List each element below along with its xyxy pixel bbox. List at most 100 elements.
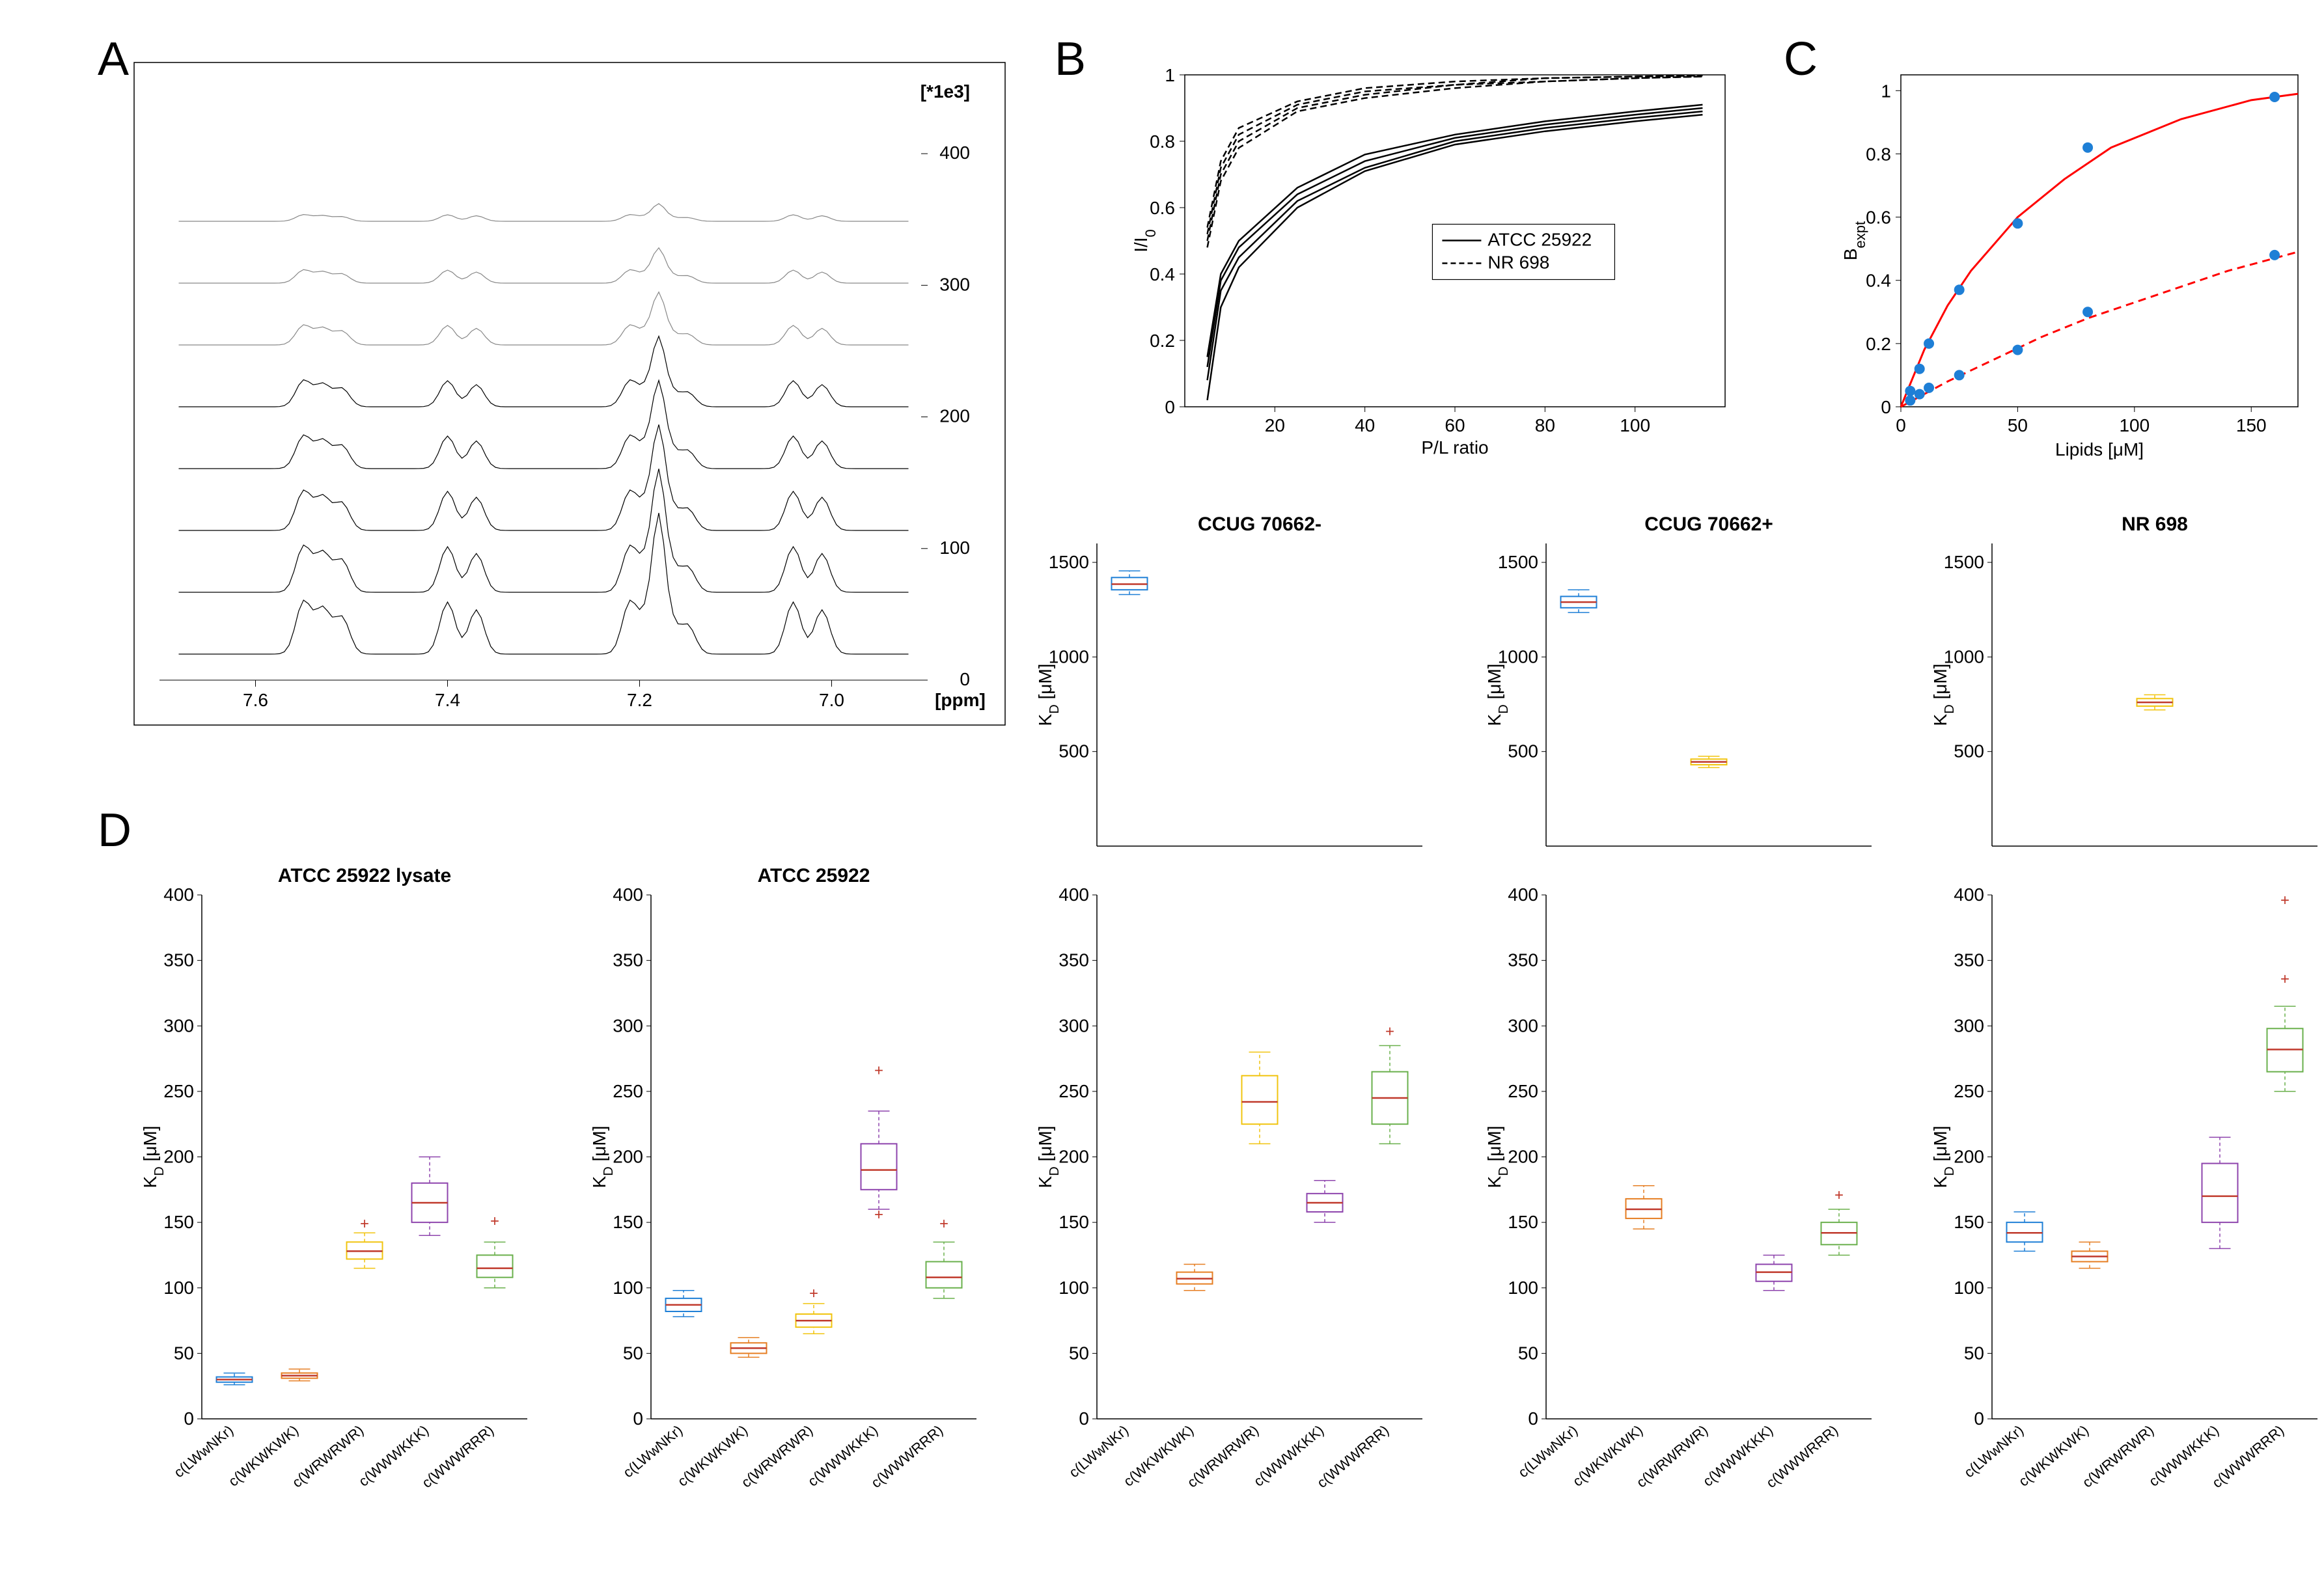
svg-text:KD [μM]: KD [μM] <box>1484 1126 1511 1188</box>
svg-text:300: 300 <box>613 1015 643 1035</box>
svg-text:KD [μM]: KD [μM] <box>1484 664 1511 726</box>
svg-text:0: 0 <box>1079 1408 1089 1429</box>
svg-text:0.2: 0.2 <box>1150 331 1175 351</box>
panel-b-chart: 2040608010000.20.40.60.81ATCC 25922NR 69… <box>1133 62 1738 465</box>
svg-text:500: 500 <box>1954 741 1984 761</box>
svg-text:500: 500 <box>1508 741 1538 761</box>
svg-text:400: 400 <box>163 884 194 905</box>
svg-text:+: + <box>2280 892 2289 909</box>
svg-text:200: 200 <box>163 1147 194 1167</box>
svg-text:c(WRWRWR): c(WRWRWR) <box>1633 1422 1711 1491</box>
svg-text:KD [μM]: KD [μM] <box>1035 1126 1062 1188</box>
svg-text:0.6: 0.6 <box>1866 208 1891 228</box>
svg-text:ATCC 25922: ATCC 25922 <box>758 865 870 886</box>
svg-text:+: + <box>1834 1186 1844 1204</box>
svg-text:0: 0 <box>960 669 970 689</box>
svg-text:c(LWwNKr): c(LWwNKr) <box>1961 1422 2027 1481</box>
boxplot: 0 50 100 150 200 250 300 350 400 ATCC 25922 + + + + KD… <box>589 866 986 1529</box>
svg-text:100: 100 <box>163 1278 194 1298</box>
svg-text:c(WWWRRR): c(WWWRRR) <box>1314 1422 1392 1491</box>
svg-text:200: 200 <box>1508 1147 1538 1167</box>
svg-text:250: 250 <box>613 1081 643 1101</box>
svg-text:c(WWWRRR): c(WWWRRR) <box>868 1422 946 1491</box>
svg-text:250: 250 <box>1954 1081 1984 1101</box>
svg-text:0: 0 <box>633 1408 643 1429</box>
svg-text:1500: 1500 <box>1944 552 1984 572</box>
svg-text:150: 150 <box>1954 1212 1984 1232</box>
svg-text:250: 250 <box>1508 1081 1538 1101</box>
boxplot: 50010001500NR 698KD [μM] <box>1930 514 2324 859</box>
svg-text:+: + <box>939 1215 948 1233</box>
svg-text:400: 400 <box>613 884 643 905</box>
svg-text:0: 0 <box>1528 1408 1538 1429</box>
svg-text:0.4: 0.4 <box>1150 264 1175 284</box>
svg-text:+: + <box>809 1285 818 1302</box>
svg-text:300: 300 <box>939 274 970 294</box>
nmr-spectra: 7.67.47.27.0[ppm]0100200300400[*1e3] <box>133 62 1006 726</box>
svg-text:c(WWWRRR): c(WWWRRR) <box>2209 1422 2287 1491</box>
svg-text:100: 100 <box>613 1278 643 1298</box>
svg-text:150: 150 <box>613 1212 643 1232</box>
boxplot: 050100150200250300350400+KD [μM]c(LWwNKr… <box>1035 866 1432 1529</box>
svg-text:50: 50 <box>1964 1343 1984 1363</box>
svg-text:KD [μM]: KD [μM] <box>1930 1126 1957 1188</box>
svg-text:200: 200 <box>613 1147 643 1167</box>
svg-text:150: 150 <box>163 1212 194 1232</box>
svg-text:80: 80 <box>1535 415 1555 435</box>
svg-text:1500: 1500 <box>1498 552 1538 572</box>
svg-text:100: 100 <box>2119 415 2150 435</box>
panel-b-label: B <box>1055 33 1086 86</box>
svg-text:50: 50 <box>1069 1343 1089 1363</box>
svg-text:350: 350 <box>163 950 194 970</box>
svg-text:1: 1 <box>1881 81 1891 101</box>
svg-text:I/I0: I/I0 <box>1131 229 1159 253</box>
svg-text:400: 400 <box>1058 884 1089 905</box>
svg-text:100: 100 <box>1508 1278 1538 1298</box>
svg-text:150: 150 <box>1508 1212 1538 1232</box>
panel-c-label: C <box>1784 33 1818 86</box>
svg-text:[ppm]: [ppm] <box>935 690 986 710</box>
svg-text:150: 150 <box>2236 415 2267 435</box>
svg-text:500: 500 <box>1058 741 1089 761</box>
svg-text:c(WWWRRR): c(WWWRRR) <box>419 1422 497 1491</box>
svg-text:400: 400 <box>939 143 970 163</box>
svg-text:+: + <box>874 1206 883 1224</box>
svg-text:350: 350 <box>1508 950 1538 970</box>
svg-text:100: 100 <box>1954 1278 1984 1298</box>
boxplot: 50010001500CCUG 70662-KD [μM] <box>1035 514 1432 859</box>
panel-c-chart: 05010015000.20.40.60.81Lipids [μM]Bexpt <box>1842 62 2311 465</box>
svg-text:0: 0 <box>1896 415 1906 435</box>
svg-text:50: 50 <box>174 1343 194 1363</box>
svg-text:400: 400 <box>1954 884 1984 905</box>
svg-text:NR 698: NR 698 <box>1487 253 1549 273</box>
svg-text:c(LWwNKr): c(LWwNKr) <box>1066 1422 1131 1481</box>
svg-text:c(WRWRWR): c(WRWRWR) <box>289 1422 367 1491</box>
svg-text:60: 60 <box>1445 415 1465 435</box>
svg-text:[*1e3]: [*1e3] <box>920 81 970 102</box>
svg-text:1500: 1500 <box>1049 552 1089 572</box>
svg-text:20: 20 <box>1265 415 1285 435</box>
svg-text:+: + <box>874 1062 883 1080</box>
svg-text:100: 100 <box>939 538 970 558</box>
svg-text:c(LWwNKr): c(LWwNKr) <box>620 1422 685 1481</box>
svg-text:7.2: 7.2 <box>627 690 652 710</box>
svg-text:100: 100 <box>1058 1278 1089 1298</box>
svg-text:ATCC 25922 lysate: ATCC 25922 lysate <box>278 865 451 886</box>
svg-text:7.0: 7.0 <box>819 690 844 710</box>
svg-text:0.8: 0.8 <box>1150 131 1175 152</box>
svg-text:350: 350 <box>613 950 643 970</box>
svg-text:c(WRWRWR): c(WRWRWR) <box>1184 1422 1262 1491</box>
svg-text:50: 50 <box>623 1343 643 1363</box>
svg-text:CCUG 70662+: CCUG 70662+ <box>1644 514 1773 535</box>
svg-text:300: 300 <box>1508 1015 1538 1035</box>
svg-text:40: 40 <box>1355 415 1375 435</box>
svg-text:0: 0 <box>1165 397 1175 417</box>
svg-text:200: 200 <box>1954 1147 1984 1167</box>
svg-text:c(LWwNKr): c(LWwNKr) <box>1515 1422 1581 1481</box>
svg-text:+: + <box>490 1213 499 1230</box>
svg-text:KD [μM]: KD [μM] <box>1035 664 1062 726</box>
svg-text:0: 0 <box>184 1408 194 1429</box>
svg-text:KD [μM]: KD [μM] <box>1930 664 1957 726</box>
svg-text:KD [μM]: KD [μM] <box>589 1126 616 1188</box>
svg-text:200: 200 <box>939 406 970 426</box>
